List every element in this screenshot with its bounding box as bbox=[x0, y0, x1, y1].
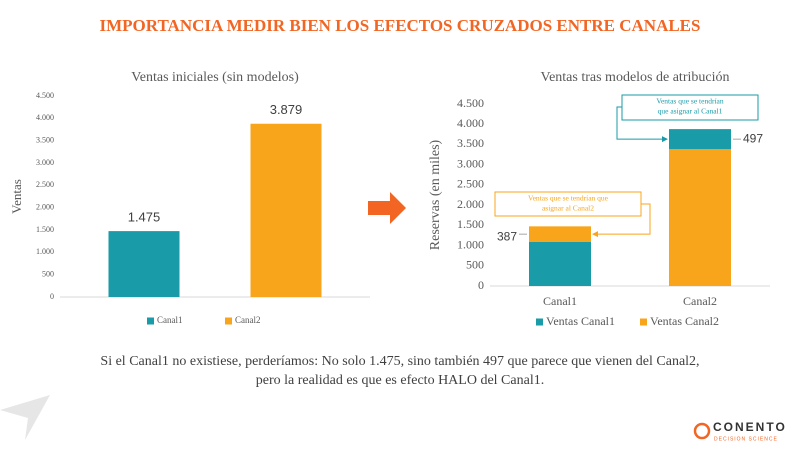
y-tick-label: 0 bbox=[478, 278, 484, 292]
y-tick-label: 1.500 bbox=[36, 225, 54, 234]
y-tick-label: 1.000 bbox=[36, 247, 54, 256]
annotation-arrowhead bbox=[662, 136, 668, 143]
y-tick-label: 4.500 bbox=[36, 91, 54, 100]
chart-title: Ventas iniciales (sin modelos) bbox=[131, 70, 299, 85]
y-tick-label: 500 bbox=[42, 269, 54, 278]
y-tick-label: 3.500 bbox=[36, 135, 54, 144]
y-tick-label: 1.500 bbox=[457, 217, 484, 231]
annotation-text: Ventas que se tendrían bbox=[656, 97, 724, 106]
annotation-text: asignar al Canal2 bbox=[542, 204, 594, 213]
y-tick-label: 0 bbox=[50, 292, 54, 301]
y-tick-label: 3.500 bbox=[457, 136, 484, 150]
y-tick-label: 2.500 bbox=[36, 180, 54, 189]
logo-tagline: DECISION SCIENCE bbox=[714, 436, 778, 442]
y-tick-label: 2.500 bbox=[457, 177, 484, 191]
annotation-arrowhead bbox=[592, 231, 598, 238]
data-label: 3.879 bbox=[270, 102, 303, 117]
bar bbox=[108, 231, 180, 297]
legend-label: Canal2 bbox=[235, 315, 261, 325]
data-label: 497 bbox=[743, 131, 763, 145]
annotation-text: que asignar al Canal1 bbox=[658, 107, 723, 116]
chart-title: Ventas tras modelos de atribución bbox=[541, 70, 730, 85]
annotation-text: Ventas que se tendrían que bbox=[528, 194, 609, 203]
y-tick-label: 4.000 bbox=[457, 116, 484, 130]
decor bbox=[0, 395, 50, 440]
y-tick-label: 1.000 bbox=[457, 237, 484, 251]
legend-swatch bbox=[225, 317, 232, 325]
annotation-connector bbox=[616, 106, 665, 140]
bar-segment bbox=[529, 241, 591, 286]
bar-segment bbox=[669, 149, 731, 286]
y-tick-label: 4.000 bbox=[36, 113, 54, 122]
y-tick-label: 2.000 bbox=[36, 202, 54, 211]
bar-segment bbox=[529, 226, 591, 242]
legend-label: Ventas Canal1 bbox=[546, 314, 615, 328]
slide-title: IMPORTANCIA MEDIR BIEN LOS EFECTOS CRUZA… bbox=[100, 16, 701, 35]
annotation-box bbox=[621, 94, 759, 121]
y-tick-label: 3.000 bbox=[457, 156, 484, 170]
data-label: 1.475 bbox=[128, 210, 161, 225]
y-tick-label: 2.000 bbox=[457, 197, 484, 211]
bar bbox=[250, 123, 322, 297]
y-axis-label: Reservas (en miles) bbox=[428, 139, 443, 250]
data-label: 387 bbox=[497, 229, 517, 243]
legend-swatch bbox=[640, 318, 647, 326]
annotation-connector bbox=[595, 203, 651, 235]
footnote: pero la realidad es que es efecto HALO d… bbox=[256, 373, 544, 388]
x-tick-label: Canal1 bbox=[543, 294, 577, 308]
y-tick-label: 500 bbox=[466, 258, 484, 272]
logo-name: CONENTO bbox=[713, 420, 787, 434]
x-tick-label: Canal2 bbox=[683, 294, 717, 308]
legend-label: Ventas Canal2 bbox=[650, 314, 719, 328]
logo-icon bbox=[693, 422, 711, 440]
y-axis-label: Ventas bbox=[9, 179, 24, 214]
bar-segment bbox=[669, 129, 731, 150]
y-tick-label: 4.500 bbox=[457, 96, 484, 110]
legend-label: Canal1 bbox=[157, 315, 183, 325]
legend-swatch bbox=[536, 318, 543, 326]
arrow bbox=[368, 192, 406, 224]
legend-swatch bbox=[147, 317, 154, 325]
footnote: Si el Canal1 no existiese, perderíamos: … bbox=[100, 354, 699, 369]
y-tick-label: 3.000 bbox=[36, 158, 54, 167]
